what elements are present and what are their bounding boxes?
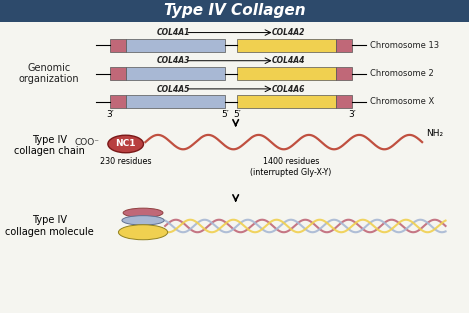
Text: 230 residues: 230 residues [100,156,151,166]
Text: COL4A5: COL4A5 [157,85,190,94]
Text: 3′: 3′ [106,110,114,120]
Bar [126,95,225,108]
Text: COL4A3: COL4A3 [157,56,190,65]
Bar [126,67,225,80]
Bar [237,39,336,52]
Text: Chromosome X: Chromosome X [370,97,434,106]
Text: Chromosome 13: Chromosome 13 [370,41,439,50]
Bar [237,67,336,80]
Bar [126,39,225,52]
Text: Type IV
collagen molecule: Type IV collagen molecule [5,215,94,237]
Ellipse shape [108,135,144,153]
Text: Genomic
organization: Genomic organization [19,63,80,85]
Bar [237,95,336,108]
Text: NC1: NC1 [115,140,136,148]
Bar [336,67,352,80]
Text: Type IV
collagen chain: Type IV collagen chain [14,135,85,156]
Ellipse shape [123,208,163,218]
Bar [336,95,352,108]
Bar [110,95,126,108]
Text: 1400 residues
(interrupted Gly-X-Y): 1400 residues (interrupted Gly-X-Y) [250,156,332,177]
Ellipse shape [122,216,164,225]
Text: COL4A4: COL4A4 [272,56,305,65]
Text: Type IV Collagen: Type IV Collagen [164,3,305,18]
Bar [110,67,126,80]
Bar [0,0,469,22]
Text: 3′: 3′ [348,110,356,120]
Text: Chromosome 2: Chromosome 2 [370,69,433,78]
Text: COO⁻: COO⁻ [75,138,99,147]
Text: 5′: 5′ [221,110,229,120]
Bar [336,39,352,52]
Text: COL4A2: COL4A2 [272,28,305,37]
Text: NH₂: NH₂ [426,130,443,138]
Bar [110,39,126,52]
Text: 5′: 5′ [233,110,241,120]
Text: COL4A1: COL4A1 [157,28,190,37]
Text: COL4A6: COL4A6 [272,85,305,94]
Ellipse shape [118,225,168,240]
